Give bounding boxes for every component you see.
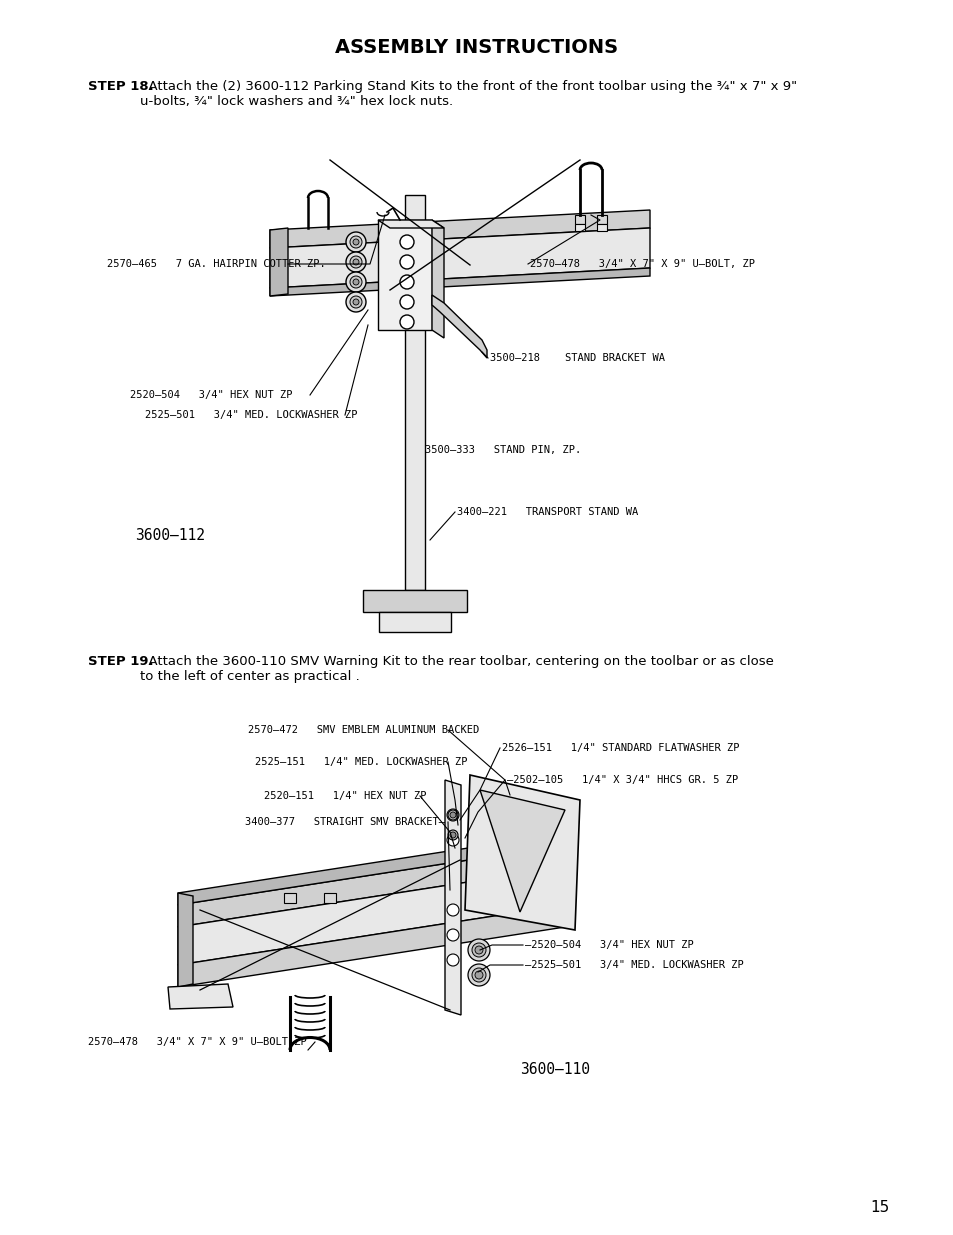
- Circle shape: [350, 236, 361, 248]
- Text: 3400–377   STRAIGHT SMV BRACKET—: 3400–377 STRAIGHT SMV BRACKET—: [245, 818, 444, 827]
- FancyBboxPatch shape: [597, 215, 606, 224]
- Circle shape: [468, 965, 490, 986]
- Text: 3400–221   TRANSPORT STAND WA: 3400–221 TRANSPORT STAND WA: [456, 508, 638, 517]
- Circle shape: [346, 232, 366, 252]
- Text: 3600–112: 3600–112: [135, 527, 205, 542]
- Circle shape: [399, 295, 414, 309]
- FancyBboxPatch shape: [284, 893, 295, 903]
- Circle shape: [346, 291, 366, 312]
- Text: 2570–478   3/4" X 7" X 9" U–BOLT ZP: 2570–478 3/4" X 7" X 9" U–BOLT ZP: [88, 1037, 307, 1047]
- Circle shape: [450, 811, 456, 818]
- Circle shape: [447, 929, 458, 941]
- FancyBboxPatch shape: [575, 224, 584, 231]
- Circle shape: [399, 235, 414, 249]
- Circle shape: [475, 971, 482, 979]
- Polygon shape: [178, 845, 564, 927]
- Circle shape: [346, 252, 366, 272]
- Circle shape: [353, 299, 358, 305]
- Polygon shape: [270, 228, 288, 296]
- FancyBboxPatch shape: [597, 224, 606, 231]
- Polygon shape: [377, 220, 432, 330]
- Circle shape: [472, 944, 485, 957]
- Polygon shape: [270, 228, 649, 288]
- Circle shape: [399, 254, 414, 269]
- Polygon shape: [178, 832, 564, 905]
- Circle shape: [448, 810, 457, 820]
- Polygon shape: [270, 210, 649, 248]
- Circle shape: [350, 296, 361, 308]
- Circle shape: [472, 968, 485, 982]
- Circle shape: [353, 240, 358, 245]
- Text: 3600–110: 3600–110: [519, 1062, 589, 1077]
- Text: 2520–151   1/4" HEX NUT ZP: 2520–151 1/4" HEX NUT ZP: [264, 790, 426, 802]
- Circle shape: [447, 953, 458, 966]
- Text: 3500–333   STAND PIN, ZP.: 3500–333 STAND PIN, ZP.: [424, 445, 580, 454]
- Text: Attach the 3600-110 SMV Warning Kit to the rear toolbar, centering on the toolba: Attach the 3600-110 SMV Warning Kit to t…: [140, 655, 773, 683]
- Text: 2570–472   SMV EMBLEM ALUMINUM BACKED: 2570–472 SMV EMBLEM ALUMINUM BACKED: [248, 725, 478, 735]
- FancyBboxPatch shape: [324, 893, 335, 903]
- Polygon shape: [377, 220, 443, 228]
- Text: Attach the (2) 3600-112 Parking Stand Kits to the front of the front toolbar usi: Attach the (2) 3600-112 Parking Stand Ki…: [140, 80, 797, 107]
- FancyBboxPatch shape: [575, 215, 584, 224]
- Polygon shape: [432, 220, 443, 338]
- Polygon shape: [178, 905, 564, 987]
- Text: ASSEMBLY INSTRUCTIONS: ASSEMBLY INSTRUCTIONS: [335, 38, 618, 57]
- Circle shape: [399, 275, 414, 289]
- Circle shape: [450, 832, 456, 839]
- Text: –2520–504   3/4" HEX NUT ZP: –2520–504 3/4" HEX NUT ZP: [524, 940, 693, 950]
- Circle shape: [350, 256, 361, 268]
- Circle shape: [447, 834, 458, 846]
- Text: 2570–465   7 GA. HAIRPIN COTTER ZP.: 2570–465 7 GA. HAIRPIN COTTER ZP.: [107, 259, 325, 269]
- Polygon shape: [479, 790, 564, 911]
- Circle shape: [448, 830, 457, 840]
- Circle shape: [353, 279, 358, 285]
- Polygon shape: [363, 590, 467, 613]
- Circle shape: [353, 259, 358, 266]
- Polygon shape: [178, 867, 564, 965]
- Polygon shape: [444, 781, 460, 1015]
- Polygon shape: [378, 613, 451, 632]
- Polygon shape: [464, 776, 579, 930]
- Circle shape: [447, 809, 458, 821]
- Circle shape: [475, 946, 482, 953]
- Text: 2520–504   3/4" HEX NUT ZP: 2520–504 3/4" HEX NUT ZP: [130, 390, 293, 400]
- Polygon shape: [432, 295, 486, 358]
- Circle shape: [399, 315, 414, 329]
- Text: STEP 19.: STEP 19.: [88, 655, 153, 668]
- Text: 2525–501   3/4" MED. LOCKWASHER ZP: 2525–501 3/4" MED. LOCKWASHER ZP: [145, 410, 357, 420]
- Polygon shape: [178, 893, 193, 987]
- Text: –2502–105   1/4" X 3/4" HHCS GR. 5 ZP: –2502–105 1/4" X 3/4" HHCS GR. 5 ZP: [506, 776, 738, 785]
- Polygon shape: [270, 268, 649, 296]
- Circle shape: [346, 272, 366, 291]
- Circle shape: [350, 275, 361, 288]
- Text: 2525–151   1/4" MED. LOCKWASHER ZP: 2525–151 1/4" MED. LOCKWASHER ZP: [254, 757, 467, 767]
- Polygon shape: [405, 195, 424, 590]
- Text: STEP 18.: STEP 18.: [88, 80, 153, 93]
- Text: 3500–218    STAND BRACKET WA: 3500–218 STAND BRACKET WA: [490, 353, 664, 363]
- Polygon shape: [168, 984, 233, 1009]
- Text: 2526–151   1/4" STANDARD FLATWASHER ZP: 2526–151 1/4" STANDARD FLATWASHER ZP: [501, 743, 739, 753]
- Circle shape: [447, 904, 458, 916]
- Text: 2570–478   3/4" X 7" X 9" U–BOLT, ZP: 2570–478 3/4" X 7" X 9" U–BOLT, ZP: [530, 259, 754, 269]
- Circle shape: [468, 939, 490, 961]
- Text: –2525–501   3/4" MED. LOCKWASHER ZP: –2525–501 3/4" MED. LOCKWASHER ZP: [524, 960, 743, 969]
- Text: 15: 15: [869, 1200, 889, 1215]
